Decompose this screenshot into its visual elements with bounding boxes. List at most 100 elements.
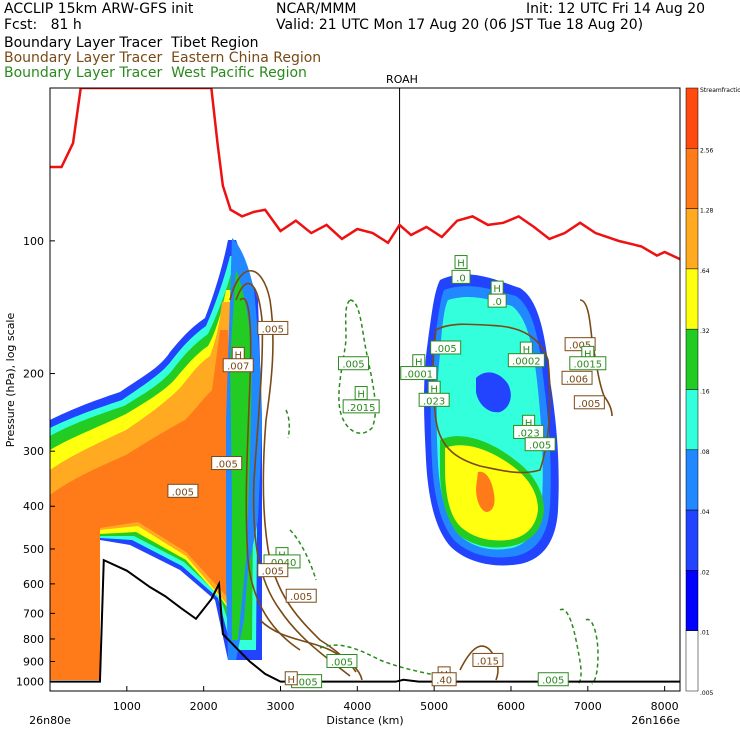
colorbar-level-label: Streamfraction [700, 87, 740, 94]
y-tick-label: 400 [23, 500, 44, 513]
west-pacific-contour-6 [319, 644, 441, 677]
west-pacific-contour-2 [285, 409, 291, 439]
contour-label: H [523, 345, 531, 356]
contour-label-box [431, 672, 457, 687]
contour-labels: .005H.007.005.005H.0040.005.005.005.005H… [167, 255, 607, 689]
roah-marker-label: ROAH [386, 73, 418, 86]
y-tick-label: 200 [23, 368, 44, 381]
contour-label: .005 [295, 678, 317, 689]
contour-label: .007 [227, 362, 249, 373]
contour-label-box [257, 563, 289, 578]
y-tick-label: 1000 [16, 676, 44, 689]
contour-label: H [234, 350, 242, 361]
colorbar-level-label: .16 [700, 389, 710, 396]
colorbar-level-label: .04 [700, 509, 710, 516]
contour-label: .005 [578, 399, 600, 410]
y-tick-label: 700 [23, 607, 44, 620]
y-tick-label: 600 [23, 578, 44, 591]
contour-label-box [400, 366, 438, 381]
colorbar-swatch [685, 328, 699, 390]
contour-label: .006 [566, 374, 588, 385]
contour-label: H [584, 349, 592, 360]
colorbar-level-label: 1.28 [700, 208, 714, 215]
contour-label: .0002 [512, 357, 541, 368]
colorbar-level-label: .08 [700, 449, 710, 456]
contour-label-box [167, 483, 199, 498]
legend-west-pacific: Boundary Layer Tracer West Pacific Regio… [4, 65, 307, 81]
contour-label: .005 [331, 657, 353, 668]
contour-label-box [342, 399, 380, 414]
contour-label: .005 [172, 487, 194, 498]
tracer-fields: .005H.007.005.005H.0040.005.005.005.005H… [50, 88, 680, 691]
contour-label: .005 [542, 676, 564, 687]
contour-label: .005 [569, 341, 591, 352]
contour-label-box [285, 588, 317, 603]
eastern-china-contour-1 [229, 270, 357, 673]
colorbar-level-label: .005 [700, 690, 714, 697]
x-tick-label: 3000 [266, 700, 294, 713]
contour-label: H [415, 358, 423, 369]
contour-label: .005 [262, 324, 284, 335]
y-axis: 100 200 300 400 500 600 700 800 900 1000 [16, 235, 55, 689]
y-tick-label: 800 [23, 633, 44, 646]
legend-tibet: Boundary Layer Tracer Tibet Region [4, 35, 259, 51]
contour-label: .0001 [404, 370, 433, 381]
eastern-china-contour-2 [235, 282, 351, 677]
left-endpoint-label: 26n80e [29, 714, 71, 727]
x-tick-label: 7000 [574, 700, 602, 713]
contour-label: .015 [477, 656, 499, 667]
contour-label-box [451, 269, 471, 284]
x-tick-label: 1000 [113, 700, 141, 713]
x-tick-label: 8000 [651, 700, 679, 713]
contour-label-box [487, 293, 507, 308]
contour-label-box [326, 653, 358, 668]
west-pacific-contour-3 [289, 529, 317, 581]
contour-label: .005 [262, 567, 284, 578]
contour-label: H [357, 390, 365, 401]
contour-label: .0 [456, 273, 466, 284]
contour-label-box [211, 456, 243, 471]
contour-label-box [454, 255, 468, 270]
contour-label: .005 [435, 344, 457, 355]
colorbar-swatch [685, 87, 699, 149]
contour-label-box [537, 672, 569, 687]
contour-label-box [222, 358, 254, 373]
contour-label: H [525, 418, 533, 429]
right-endpoint-label: 26n166e [631, 714, 680, 727]
contour-label: .0 [492, 297, 502, 308]
tracer-west-deep-orange [50, 330, 230, 680]
colorbar-swatch [685, 208, 699, 270]
eastern-china-contours [229, 270, 613, 681]
contour-label-box [507, 353, 545, 368]
colorbar-swatch [685, 509, 699, 571]
x-tick-label: 2000 [190, 700, 218, 713]
header-init-time: Init: 12 UTC Fri 14 Aug 20 [526, 1, 706, 17]
header-forecast-hour: Fcst: 81 h [4, 17, 82, 33]
west-pacific-contour-1 [338, 299, 377, 434]
eastern-china-contour-bottom [459, 645, 499, 681]
terrain-line [50, 558, 680, 683]
y-tick-label: 900 [23, 655, 44, 668]
eastern-china-contour-4 [259, 619, 363, 681]
y-axis-label: Pressure (hPa), log scale [4, 313, 17, 448]
contour-label: H [493, 284, 501, 295]
contour-label-box [573, 395, 605, 410]
tracer-east-core [476, 372, 511, 413]
tracer-blob-east [424, 274, 559, 566]
contour-label: H [457, 259, 465, 270]
header-valid-time: Valid: 21 UTC Mon 17 Aug 20 (06 JST Tue … [276, 17, 644, 33]
colorbar-level-label: 2.56 [700, 147, 714, 154]
contour-label: .2015 [347, 403, 376, 414]
contour-label-box [524, 437, 556, 452]
colorbar-swatch [685, 570, 699, 631]
contour-label: .0015 [573, 360, 602, 371]
colorbar-swatch [685, 389, 699, 451]
colorbar-level-label: .01 [700, 630, 710, 637]
west-pacific-contour-5 [585, 618, 599, 685]
west-pacific-contour-4 [559, 608, 582, 685]
eastern-china-contour-3 [239, 297, 301, 651]
contour-label-box [337, 356, 369, 371]
header-org: NCAR/MMM [276, 1, 357, 17]
x-axis: 1000 2000 3000 4000 5000 6000 7000 8000 [113, 686, 679, 713]
colorbar-level-label: .02 [700, 569, 710, 576]
